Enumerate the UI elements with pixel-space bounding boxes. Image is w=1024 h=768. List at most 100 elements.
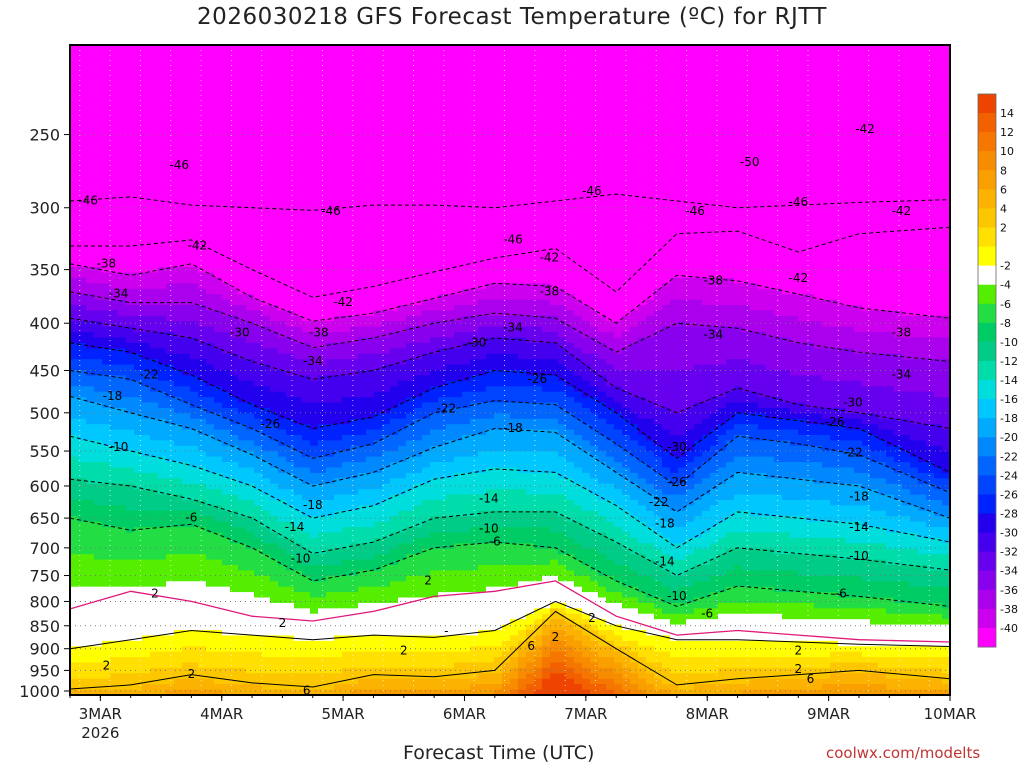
field-cell [518, 283, 527, 301]
field-cell [102, 483, 111, 507]
field-cell [598, 451, 607, 463]
field-cell [902, 359, 911, 393]
field-cell [526, 565, 535, 582]
field-cell [182, 445, 191, 463]
field-cell [678, 586, 687, 604]
field-cell [390, 478, 399, 496]
field-cell [622, 667, 631, 680]
field-cell [270, 424, 279, 442]
field-cell [326, 592, 335, 609]
field-cell [614, 624, 623, 637]
field-cell [238, 45, 247, 295]
field-cell [174, 630, 183, 653]
field-cell [750, 440, 759, 458]
field-cell [350, 342, 359, 360]
field-cell [894, 500, 903, 517]
field-cell [214, 489, 223, 507]
field-cell [590, 310, 599, 328]
field-cell [574, 445, 583, 469]
field-cell [126, 467, 135, 485]
field-cell [854, 619, 863, 647]
field-cell [326, 332, 335, 344]
field-cell [222, 684, 231, 695]
field-cell [726, 684, 735, 695]
field-cell [542, 678, 551, 695]
contour-label: -30 [843, 396, 863, 410]
field-cell [270, 673, 279, 691]
field-cell [486, 326, 495, 339]
field-cell [446, 337, 455, 349]
field-cell [726, 586, 735, 604]
field-cell [430, 651, 439, 669]
isotherm-line [70, 517, 950, 607]
field-cell [542, 315, 551, 333]
source-credit[interactable]: coolwx.com/modelts [826, 744, 981, 762]
field-cell [494, 429, 503, 452]
field-cell [366, 472, 375, 490]
field-cell [782, 592, 791, 604]
field-cell [510, 619, 519, 637]
field-cell [278, 635, 287, 658]
field-cell [174, 397, 183, 414]
field-cell [510, 451, 519, 469]
field-cell [822, 521, 831, 539]
field-cell [70, 294, 79, 306]
field-cell [926, 45, 935, 317]
field-cell [286, 505, 295, 523]
field-cell [86, 440, 95, 463]
field-cell [518, 678, 527, 691]
field-cell [382, 353, 391, 366]
field-cell [758, 532, 767, 550]
field-cell [606, 397, 615, 409]
field-cell [262, 673, 271, 691]
field-cell [822, 326, 831, 349]
field-cell [254, 505, 263, 523]
field-cell [878, 581, 887, 599]
field-cell [510, 678, 519, 691]
field-cell [142, 45, 151, 274]
field-cell [574, 483, 583, 507]
field-cell [342, 424, 351, 436]
field-cell [182, 462, 191, 485]
field-cell [358, 667, 367, 680]
field-cell [102, 689, 111, 695]
field-cell [622, 548, 631, 566]
field-cell [670, 370, 679, 414]
field-cell [510, 353, 519, 371]
field-cell [646, 299, 655, 317]
field-cell [942, 429, 950, 452]
field-cell [110, 505, 119, 528]
field-cell [310, 537, 319, 555]
field-cell [526, 662, 535, 674]
field-cell [462, 472, 471, 496]
field-cell [590, 337, 599, 355]
field-cell [574, 662, 583, 674]
field-cell [246, 592, 255, 637]
field-cell [790, 689, 799, 695]
field-cell [766, 657, 775, 669]
field-cell [742, 305, 751, 333]
field-cell [574, 673, 583, 685]
field-cell [678, 575, 687, 588]
field-cell [238, 305, 247, 322]
field-cell [934, 646, 943, 658]
field-cell [246, 651, 255, 674]
field-cell [654, 45, 663, 290]
field-cell [910, 337, 919, 360]
contour-label: 6 [303, 684, 311, 698]
field-cell [798, 500, 807, 517]
field-cell [790, 445, 799, 463]
field-cell [862, 662, 871, 674]
field-cell [910, 440, 919, 458]
field-cell [174, 510, 183, 528]
field-cell [782, 440, 791, 463]
field-cell [830, 684, 839, 695]
field-cell [702, 462, 711, 479]
field-cell [294, 315, 303, 328]
field-cell [110, 657, 119, 674]
field-cell [198, 397, 207, 409]
colorbar-swatch [978, 360, 996, 381]
field-cell [238, 413, 247, 425]
field-cell [654, 489, 663, 501]
freezing-line [70, 580, 950, 643]
